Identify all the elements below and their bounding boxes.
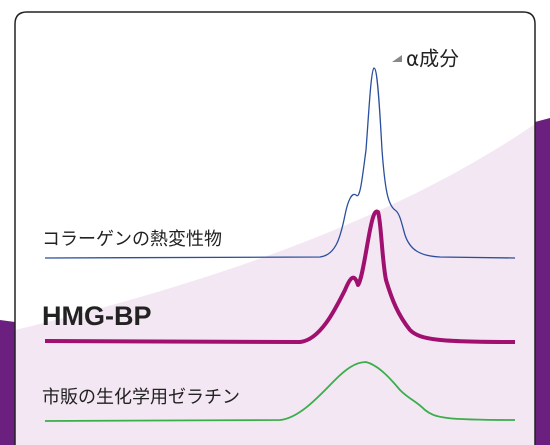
- hmg-label: HMG-BP: [42, 301, 152, 331]
- collagen-label: コラーゲンの熱変性物: [42, 229, 222, 250]
- alpha-label: α成分: [406, 47, 459, 71]
- purple-band-left: [0, 320, 15, 445]
- gelatin-label: 市販の生化学用ゼラチン: [42, 387, 240, 408]
- collagen-curve: [44, 67, 516, 259]
- pointer-triangle: [392, 55, 402, 62]
- lavender-wedge: [15, 124, 535, 445]
- purple-band-right: [535, 118, 550, 445]
- gelatin-curve: [44, 361, 516, 422]
- frame: [14, 11, 536, 445]
- hmg-curve: [44, 209, 516, 344]
